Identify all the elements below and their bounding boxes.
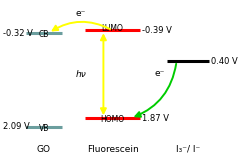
Text: e⁻: e⁻ (154, 69, 165, 78)
Text: VB: VB (39, 124, 49, 133)
Text: -0.39 V: -0.39 V (142, 26, 172, 35)
Text: 2.09 V: 2.09 V (3, 122, 30, 131)
Text: HOMO: HOMO (101, 115, 125, 124)
Text: CB: CB (39, 30, 49, 38)
Text: Fluorescein: Fluorescein (87, 145, 138, 154)
Text: -0.32 V: -0.32 V (3, 29, 33, 38)
Text: hν: hν (75, 70, 86, 79)
Text: 1.87 V: 1.87 V (142, 114, 169, 123)
Text: 0.40 V: 0.40 V (211, 57, 238, 65)
Text: LUMO: LUMO (102, 24, 123, 33)
Text: e⁻: e⁻ (75, 9, 86, 18)
Text: GO: GO (37, 145, 51, 154)
Text: I₃⁻/ I⁻: I₃⁻/ I⁻ (176, 145, 200, 154)
